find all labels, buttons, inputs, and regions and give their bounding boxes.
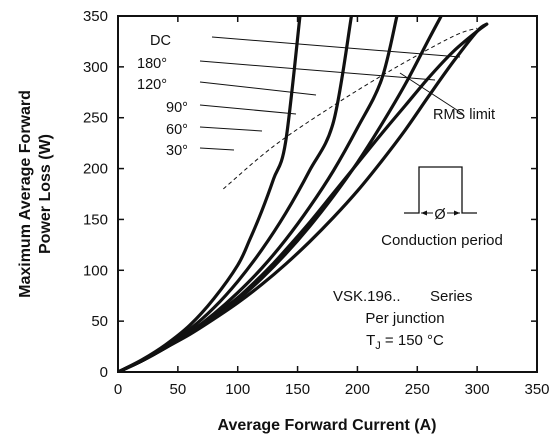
arrow-head-left — [421, 210, 427, 216]
curve-label: 60° — [166, 122, 188, 138]
junction-note: Per junction — [365, 310, 444, 327]
rms-limit-label: RMS limit — [433, 107, 495, 123]
text-labels: 0 50 100 150 200 250 300 350 0 50 100 150 200 250 300 3… — [17, 8, 550, 434]
conduction-period-label: Conduction period — [381, 232, 503, 249]
y-tick-label: 150 — [83, 211, 108, 228]
x-tick-label: 250 — [405, 381, 430, 398]
leader-3 — [199, 104, 297, 115]
y-axis-title-line: Power Loss (W) — [37, 134, 54, 254]
x-tick-label: 50 — [170, 381, 187, 398]
y-tick-label: 0 — [100, 364, 108, 381]
rms-limit-line — [223, 27, 478, 190]
curve-label: 180° — [137, 56, 167, 72]
x-tick-label: 300 — [465, 381, 490, 398]
x-tick-label: 0 — [114, 381, 122, 398]
rms-leader — [399, 72, 464, 115]
y-tick-label: 300 — [83, 59, 108, 76]
x-tick-label: 200 — [345, 381, 370, 398]
symbol-bg — [433, 207, 447, 220]
curves-group — [118, 16, 489, 372]
curve-label: 90° — [166, 100, 188, 116]
y-tick-label: 50 — [91, 313, 108, 330]
arrow-head-right — [454, 210, 460, 216]
leader-2 — [199, 81, 317, 96]
notes-bg — [312, 282, 488, 352]
leader-1 — [199, 60, 436, 81]
x-axis-title: Average Forward Current (A) — [218, 417, 437, 434]
curve-label: DC — [150, 33, 171, 49]
series-line-30 — [118, 16, 302, 372]
x-tick-label: 350 — [524, 381, 549, 398]
curve-label: 120° — [137, 77, 167, 93]
curve-label: 30° — [166, 143, 188, 159]
y-tick-label: 100 — [83, 262, 108, 279]
y-axis-title: Maximum Average Forward Power Loss (W) — [17, 90, 54, 298]
plot-frame — [117, 15, 538, 373]
x-tick-label: 100 — [225, 381, 250, 398]
leader-4 — [199, 126, 263, 132]
series-note-part: VSK.196.. — [333, 288, 401, 305]
leader-lines — [199, 36, 464, 151]
y-tick-label: 350 — [83, 8, 108, 25]
conduction-symbol: Ø — [434, 207, 445, 223]
y-tick-label: 200 — [83, 161, 108, 178]
series-note-word: Series — [430, 288, 473, 305]
conduction-inset — [312, 166, 488, 352]
y-axis-title-line: Maximum Average Forward — [17, 90, 34, 298]
y-tick-label: 250 — [83, 110, 108, 127]
pulse-waveform — [404, 166, 477, 214]
tj-note: TJ = 150 °C — [366, 332, 444, 352]
leader-0 — [211, 36, 461, 58]
leader-5 — [199, 147, 235, 151]
x-tick-label: 150 — [285, 381, 310, 398]
